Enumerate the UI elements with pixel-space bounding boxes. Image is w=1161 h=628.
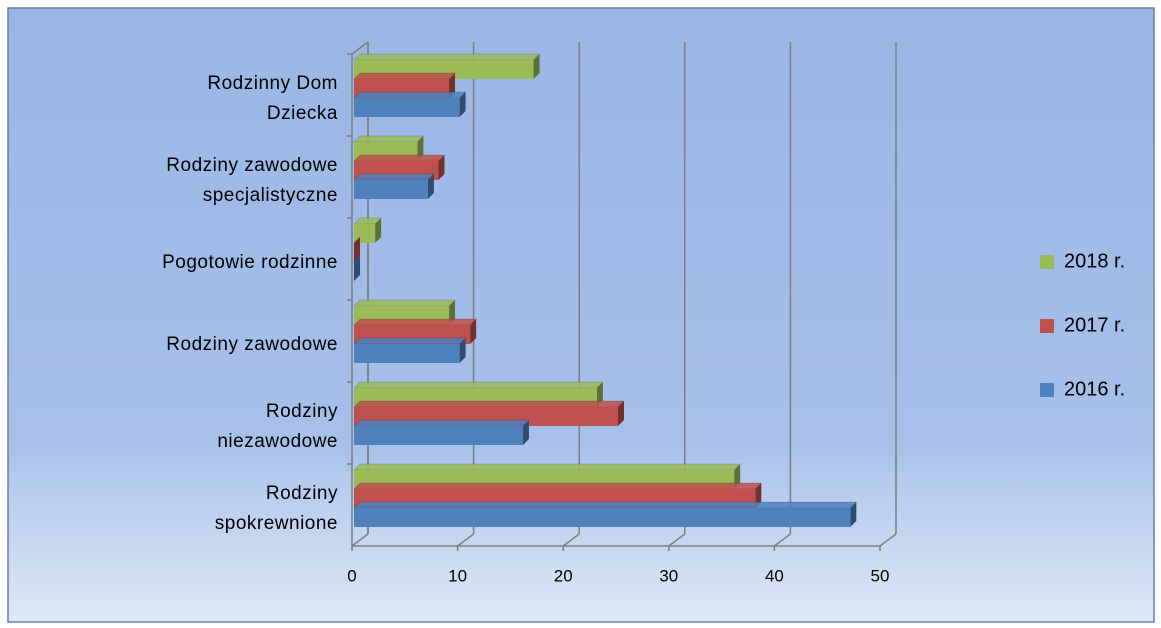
bar-top <box>352 154 446 162</box>
bar-top <box>352 501 858 509</box>
legend-label: 2016 r. <box>1064 378 1125 400</box>
y-tick-label: Rodziny zawodowe <box>166 334 338 355</box>
bar-top <box>352 463 742 471</box>
bar-side <box>470 319 477 344</box>
grid-line <box>773 533 791 547</box>
bar <box>354 180 428 199</box>
legend-swatch <box>1040 255 1054 269</box>
bar-top <box>352 318 478 326</box>
legend-swatch <box>1040 319 1054 333</box>
bar-top <box>352 419 531 427</box>
bar-side <box>850 502 857 527</box>
bar-side <box>533 54 540 79</box>
x-tick-label: 0 <box>347 566 356 585</box>
bar-top <box>352 299 457 307</box>
x-tick-label: 50 <box>871 566 890 585</box>
grid-line <box>879 533 897 547</box>
bar-top <box>352 135 425 143</box>
bar <box>354 98 460 117</box>
bar-side <box>734 464 741 489</box>
bar-side <box>755 483 762 508</box>
x-tick-label: 20 <box>554 566 573 585</box>
legend-label: 2017 r. <box>1064 314 1125 336</box>
bar-top <box>352 72 457 80</box>
bar <box>354 508 851 527</box>
bar-side <box>427 174 434 199</box>
y-tick-label: Rodzinny Dom Dziecka <box>207 73 338 124</box>
bar-side <box>618 401 624 426</box>
bar <box>354 344 460 363</box>
axis-line <box>351 41 369 55</box>
bar-top <box>352 337 467 345</box>
bar-side <box>596 382 603 407</box>
bar-side <box>375 218 382 243</box>
x-tick-label: 30 <box>659 566 678 585</box>
bar-top <box>352 482 763 490</box>
y-tick-label: Pogotowie rodzinne <box>162 252 338 273</box>
chart-area <box>7 7 1155 623</box>
bar-side <box>522 420 529 445</box>
bar-side <box>354 256 360 281</box>
bar-top <box>352 173 436 181</box>
bar-top <box>352 400 626 408</box>
x-tick-label: 40 <box>765 566 784 585</box>
grid-line <box>457 533 475 547</box>
bar-side <box>449 73 456 98</box>
bar-side <box>459 338 466 363</box>
grid-line <box>351 533 369 547</box>
y-tick-label: Rodziny zawodowe specjalistyczne <box>166 155 338 206</box>
bar-side <box>354 237 360 262</box>
bar-top <box>352 91 467 99</box>
grid-line <box>562 533 580 547</box>
bar-side <box>438 155 445 180</box>
y-tick-label: Rodziny niezawodowe <box>217 401 338 452</box>
bar-side <box>459 92 466 117</box>
grid-line <box>668 533 686 547</box>
bar-top <box>352 381 605 389</box>
y-tick-label: Rodziny spokrewnione <box>215 483 338 534</box>
legend-label: 2018 r. <box>1064 250 1125 272</box>
bar-top <box>352 53 541 61</box>
x-tick-label: 10 <box>448 566 467 585</box>
bar-side <box>417 136 424 161</box>
bar-side <box>449 300 456 325</box>
legend-swatch <box>1040 383 1054 397</box>
bar <box>354 426 523 445</box>
